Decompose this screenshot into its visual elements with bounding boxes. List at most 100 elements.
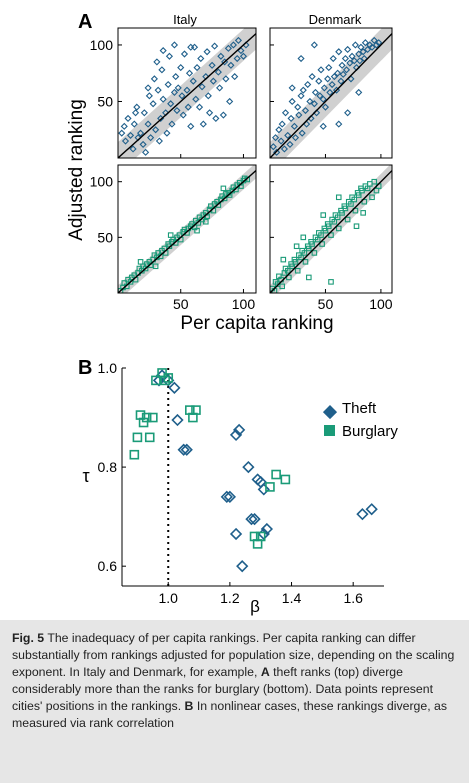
panel-a-subplots: 50 100 50 100 50 100 50 100 (90, 27, 393, 312)
data-point (152, 374, 166, 387)
data-point (206, 109, 214, 117)
data-point (164, 80, 172, 89)
data-point (364, 45, 372, 54)
panel-b: B τ β 0.6 0.8 1.0 1.0 1.2 1.4 1.6 Theft Burgla… (78, 357, 398, 616)
y-tick-label: 100 (90, 174, 114, 190)
data-point (344, 216, 351, 223)
data-point (297, 54, 305, 63)
data-point (371, 178, 378, 185)
data-point (280, 474, 291, 485)
data-point (335, 194, 342, 201)
data-point (167, 100, 175, 108)
data-point (160, 375, 170, 386)
data-point (137, 259, 144, 265)
data-point (163, 129, 171, 137)
data-point (324, 75, 332, 83)
data-point (342, 66, 351, 74)
data-point (211, 42, 219, 50)
data-point (300, 234, 307, 241)
column-title-italy: Italy (173, 12, 197, 27)
data-point (275, 126, 283, 134)
data-point (170, 41, 179, 49)
subplot-denmark-theft (269, 27, 393, 159)
data-point (189, 77, 197, 85)
subplot-plot-area (118, 28, 256, 158)
data-point (311, 88, 320, 97)
data-point (152, 263, 159, 270)
data-point (178, 92, 186, 100)
data-point (310, 41, 318, 49)
panel-a-xlabel: Per capita ranking (180, 313, 333, 334)
data-point (265, 482, 275, 492)
fit-line (270, 33, 392, 158)
data-point (297, 92, 305, 100)
data-point (315, 77, 323, 85)
data-point (229, 428, 243, 442)
data-point (361, 198, 368, 205)
data-point (294, 103, 302, 111)
x-tick-label: 1.4 (282, 590, 302, 606)
x-tick-label: 1.2 (220, 590, 240, 606)
data-point (226, 97, 234, 106)
data-point (295, 111, 303, 119)
legend-label-burglary: Burglary (342, 423, 398, 440)
data-point (335, 120, 343, 128)
caption-bold-b: B (184, 699, 194, 713)
data-point (212, 114, 220, 123)
data-point (229, 527, 243, 541)
data-point (224, 44, 232, 52)
data-point (151, 375, 161, 386)
legend-swatch-burglary (324, 425, 335, 436)
data-point (277, 137, 285, 145)
data-point (153, 58, 161, 66)
subplot-plot-area (270, 28, 392, 158)
data-point (293, 243, 300, 250)
data-point (370, 36, 378, 45)
data-point (129, 145, 137, 153)
data-point (191, 405, 201, 415)
data-point (331, 218, 338, 225)
data-point (217, 52, 225, 60)
data-point (257, 483, 270, 496)
data-point (288, 84, 296, 92)
caption-label: Fig. 5 (12, 631, 45, 645)
series-theft (152, 369, 378, 573)
data-point (234, 36, 243, 45)
data-point (339, 210, 345, 216)
y-tick-label: 1.0 (98, 360, 118, 376)
data-point (203, 218, 209, 225)
data-point (163, 373, 174, 383)
panel-b-plot: 0.6 0.8 1.0 1.0 1.2 1.4 1.6 (98, 360, 384, 606)
data-point (121, 137, 130, 145)
confidence-band (270, 28, 392, 158)
data-point (279, 283, 285, 290)
x-tick-label: 50 (318, 296, 334, 312)
data-point (348, 201, 354, 207)
data-point (171, 413, 184, 427)
data-point (334, 69, 342, 77)
fit-line (270, 170, 392, 293)
data-point (337, 77, 345, 85)
x-tick-label: 50 (173, 296, 189, 312)
data-point (180, 50, 189, 58)
data-point (129, 449, 140, 460)
data-point (298, 254, 304, 261)
data-point (149, 100, 157, 108)
data-point (120, 122, 128, 130)
data-point (170, 88, 179, 97)
data-point (180, 443, 193, 456)
data-point (326, 88, 334, 97)
data-point (159, 47, 167, 55)
data-point (132, 432, 143, 443)
data-point (147, 134, 155, 142)
data-point (187, 43, 195, 51)
caption-bold-a: A (260, 665, 270, 679)
data-point (320, 212, 327, 218)
data-point (273, 148, 281, 156)
data-point (193, 63, 201, 72)
caption-text: The inadequacy of per capita rankings. P… (12, 631, 455, 679)
data-point (242, 460, 255, 474)
data-point (173, 106, 181, 115)
data-point (368, 43, 376, 51)
data-point (287, 114, 295, 123)
